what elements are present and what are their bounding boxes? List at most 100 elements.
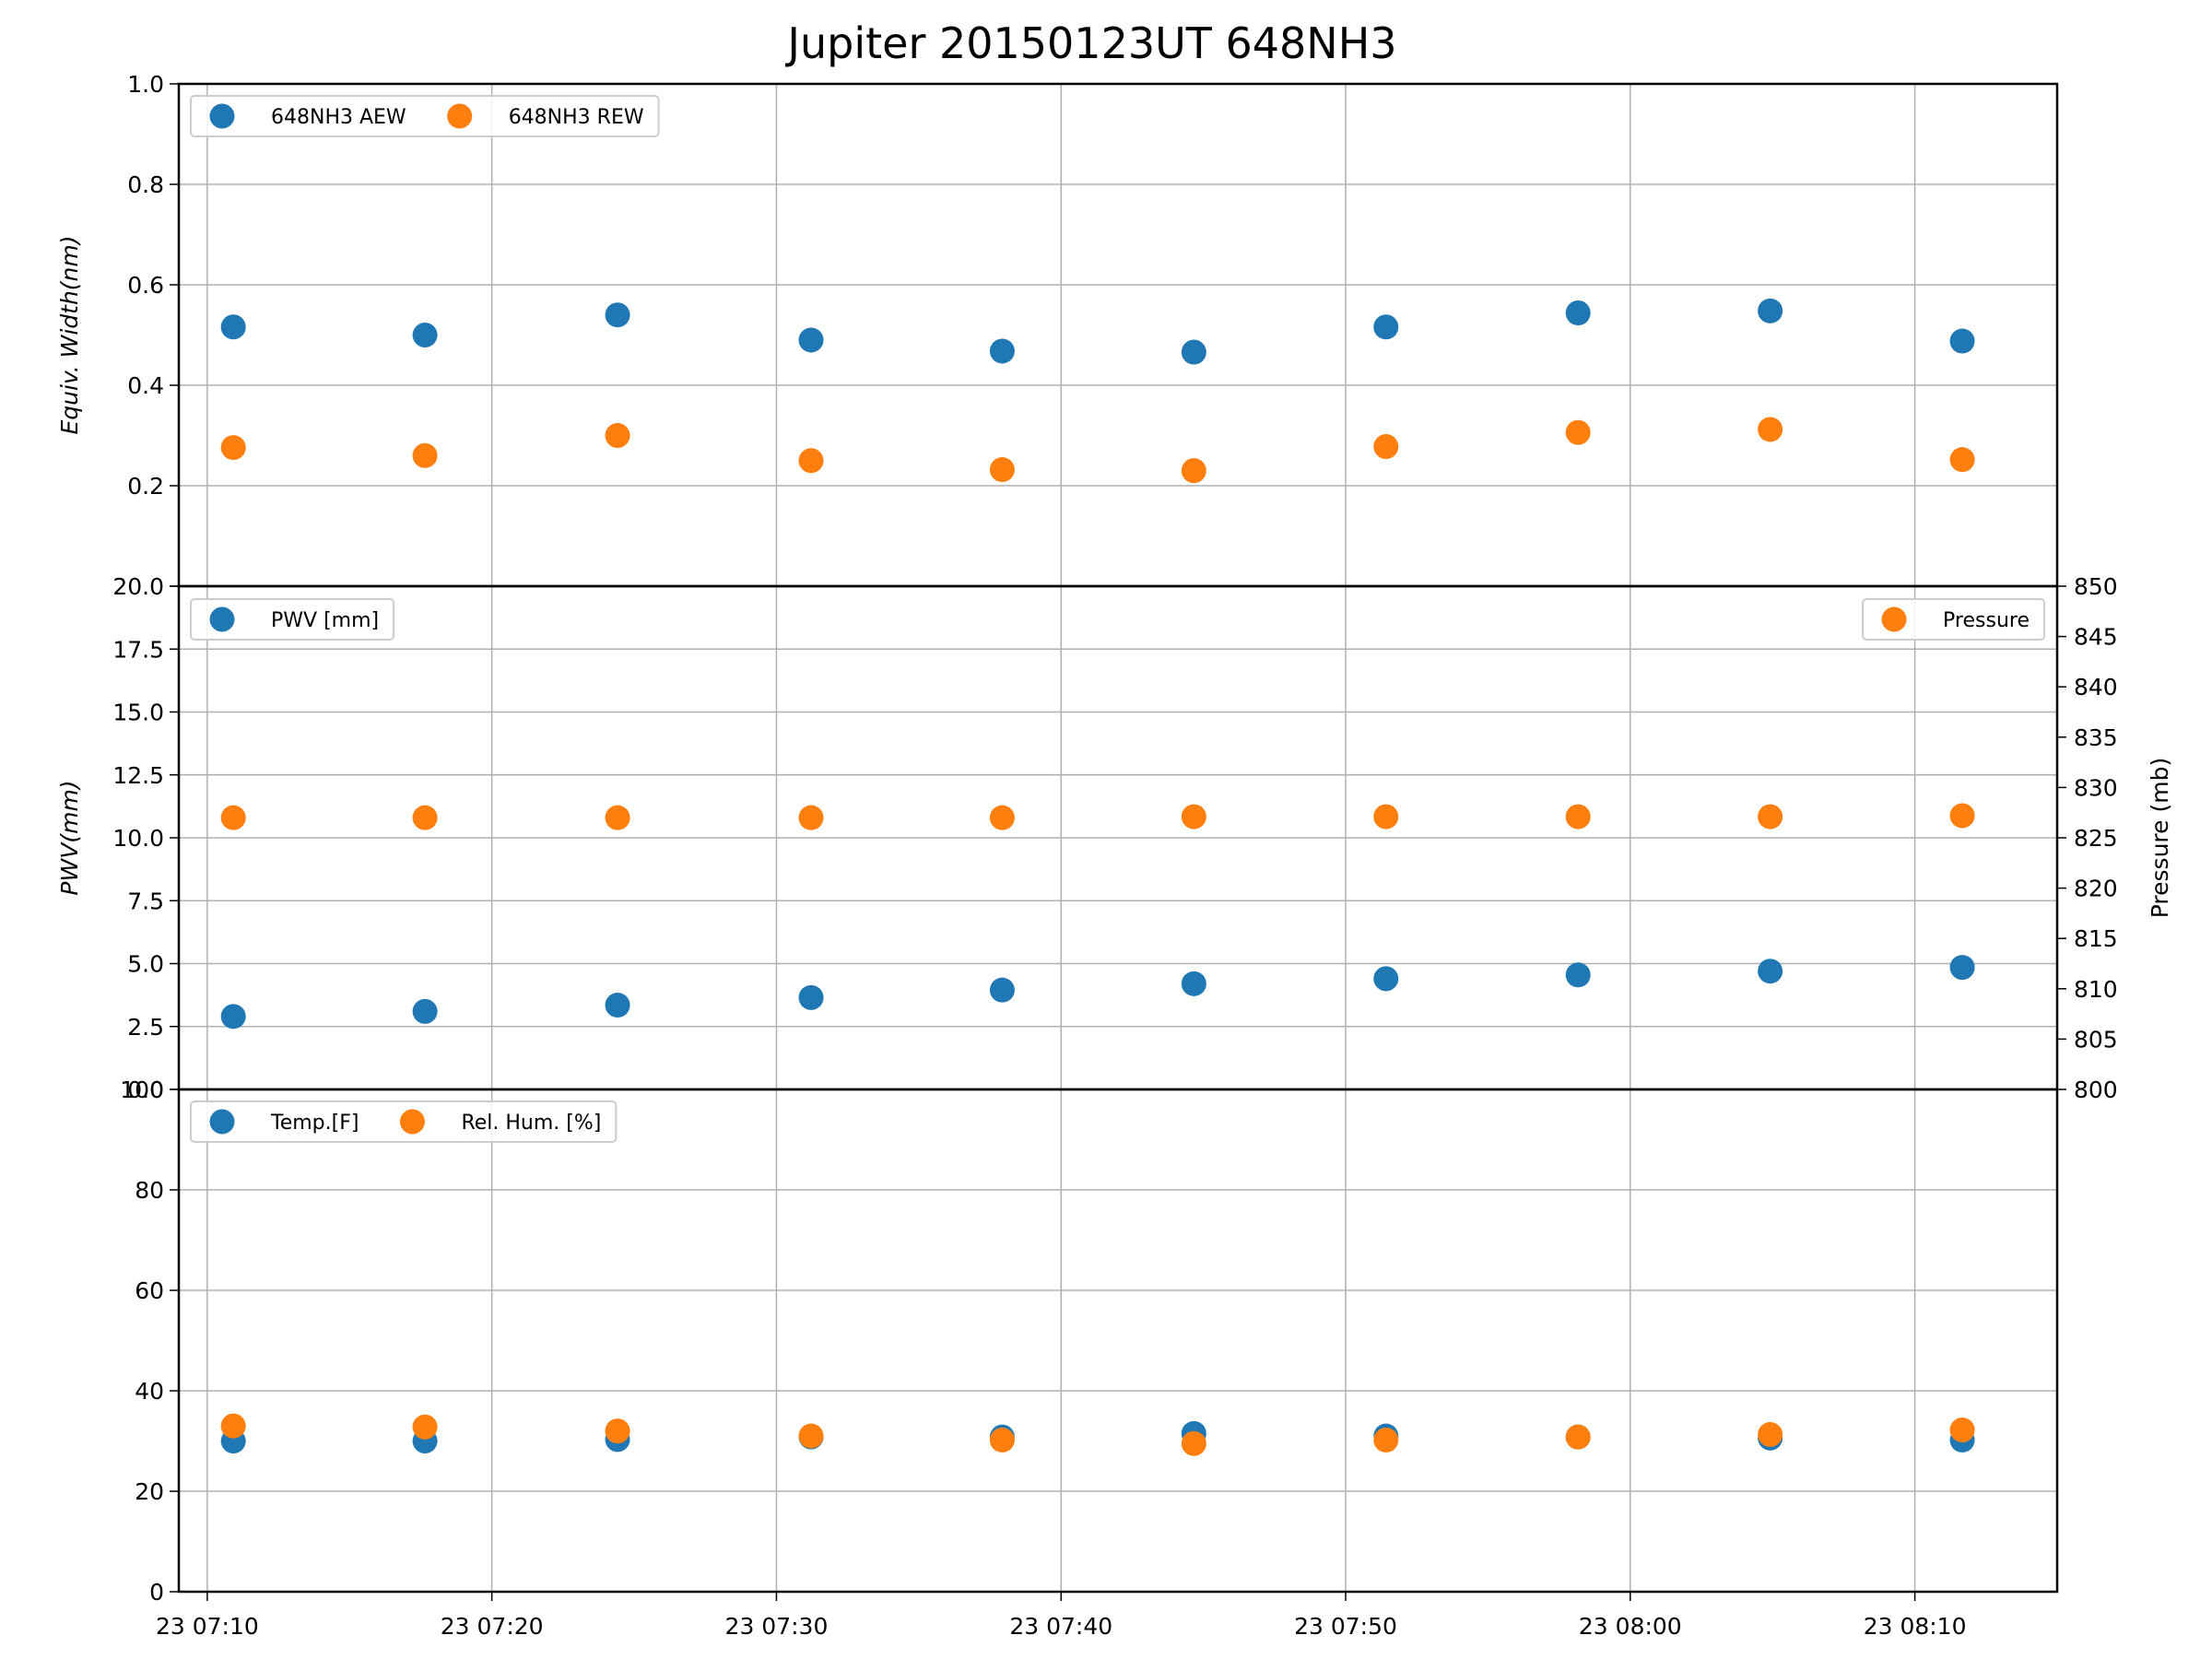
data-point: [412, 998, 438, 1024]
data-point: [220, 1413, 246, 1439]
y-tick-label: 2.5: [127, 1014, 164, 1041]
legend-label: Rel. Hum. [%]: [461, 1112, 601, 1135]
data-point: [798, 805, 824, 830]
data-point: [989, 1427, 1015, 1453]
data-point: [220, 805, 246, 830]
data-point: [1565, 804, 1591, 830]
y-tick-label: 12.5: [112, 762, 164, 789]
legend-marker: [399, 1109, 425, 1135]
panel-frame: [177, 1088, 2059, 1594]
ticks-layer: [170, 83, 2066, 1601]
legend-panel-2-pressure: Pressure: [1862, 598, 2045, 641]
x-tick-label: 23 08:00: [1579, 1613, 1682, 1640]
x-tick-label: 23 07:10: [156, 1613, 259, 1640]
data-point: [798, 984, 824, 1010]
legend-marker: [447, 103, 473, 129]
data-point: [412, 323, 438, 347]
y2-tick-label: 850: [2074, 573, 2118, 600]
data-point: [412, 1414, 438, 1440]
legend-marker: [209, 1109, 235, 1135]
y2-tick-label: 810: [2074, 976, 2118, 1003]
data-point: [1565, 962, 1591, 988]
data-point: [1373, 966, 1399, 992]
data-point: [1373, 433, 1399, 459]
data-point: [989, 338, 1015, 364]
y2-tick-label: 830: [2074, 774, 2118, 801]
y-tick-label: 17.5: [112, 636, 164, 663]
data-point: [1565, 300, 1591, 326]
data-point: [605, 993, 630, 1018]
data-point: [1949, 447, 1975, 473]
y-tick-label: 10.0: [112, 825, 164, 852]
data-point: [1181, 458, 1206, 484]
y-tick-label: 15.0: [112, 700, 164, 726]
y2-tick-label: 800: [2074, 1077, 2118, 1103]
data-point: [1565, 1424, 1591, 1450]
data-point: [1758, 298, 1783, 324]
x-tick-label: 23 07:40: [1009, 1613, 1112, 1640]
data-point: [1373, 314, 1399, 340]
y2-tick-label: 805: [2074, 1026, 2118, 1053]
legend-box: [1862, 598, 2045, 641]
data-point: [798, 327, 824, 353]
labels-layer: 23 07:10 23 07:20 23 07:30 23 07:40 23 07:50…: [56, 71, 2173, 1640]
legend-marker: [209, 103, 235, 129]
data-point: [1758, 959, 1783, 984]
y2-tick-label: 835: [2074, 724, 2118, 751]
legend-marker: [209, 606, 235, 632]
y2-tick-label: 815: [2074, 925, 2118, 952]
data-point: [1949, 803, 1975, 829]
data-point: [989, 977, 1015, 1003]
legend-label: 648NH3 AEW: [271, 106, 406, 129]
legend-label: Temp.[F]: [270, 1112, 359, 1135]
y-tick-label: 0.4: [127, 372, 164, 399]
y2-tick-label: 820: [2074, 876, 2118, 902]
y-tick-label: 20: [135, 1478, 164, 1505]
data-point: [1181, 971, 1206, 996]
data-point: [1758, 804, 1783, 830]
data-point: [220, 314, 246, 340]
y-axis-label: PWV(mm): [56, 780, 83, 895]
data-point: [798, 448, 824, 474]
data-point: [1949, 955, 1975, 981]
y2-axis-label: Pressure (mb): [2147, 758, 2173, 918]
y-tick-label: 0.0: [127, 1077, 164, 1103]
data-point: [1181, 804, 1206, 830]
y-tick-label: 0.8: [127, 171, 164, 198]
chart-title: Jupiter 20150123UT 648NH3: [784, 18, 1396, 68]
data-point: [605, 302, 630, 328]
data-point: [989, 805, 1015, 830]
legend-box: [190, 598, 395, 641]
y2-tick-label: 840: [2074, 674, 2118, 700]
y-tick-label: 100: [120, 1077, 164, 1103]
data-point: [1181, 1430, 1206, 1456]
legend-panel-1: 648NH3 AEW 648NH3 REW: [190, 95, 660, 137]
data-point: [412, 805, 438, 830]
data-point: [605, 423, 630, 448]
data-point: [989, 457, 1015, 483]
marks-layer: [220, 298, 1975, 1456]
data-point: [1758, 1421, 1783, 1447]
legend-layer: 648NH3 AEW 648NH3 REW PWV [mm] Pressure Temp…: [190, 95, 2045, 1143]
y-tick-label: 60: [135, 1277, 164, 1304]
y2-tick-label: 845: [2074, 624, 2118, 651]
legend-label: PWV [mm]: [271, 609, 379, 632]
data-point: [605, 1418, 630, 1444]
y-tick-label: 5.0: [127, 951, 164, 978]
x-tick-label: 23 07:20: [441, 1613, 544, 1640]
x-tick-label: 23 08:10: [1864, 1613, 1967, 1640]
data-point: [220, 1004, 246, 1030]
data-point: [412, 442, 438, 468]
grid-layer: [179, 84, 2057, 1592]
y-tick-label: 1.0: [127, 71, 164, 98]
legend-panel-3: Temp.[F] Rel. Hum. [%]: [190, 1100, 618, 1143]
y-tick-label: 7.5: [127, 888, 164, 914]
y-tick-label: 20.0: [112, 573, 164, 600]
y-tick-label: 40: [135, 1378, 164, 1405]
data-point: [1758, 417, 1783, 442]
data-point: [798, 1423, 824, 1449]
data-point: [605, 805, 630, 830]
legend-label: Pressure: [1943, 609, 2030, 632]
data-point: [1373, 1427, 1399, 1453]
